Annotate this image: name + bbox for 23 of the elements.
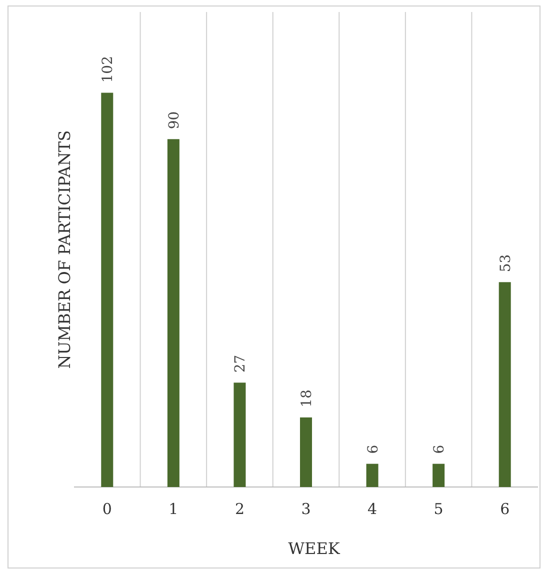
bar: [101, 92, 114, 487]
bar: [234, 382, 246, 487]
x-axis-title: WEEK: [288, 539, 341, 558]
data-label: 6: [432, 444, 448, 454]
bar: [366, 464, 378, 487]
data-label: 102: [100, 56, 116, 83]
bar: [432, 464, 445, 487]
x-tick-label: 3: [301, 500, 311, 518]
x-tick-label: 0: [102, 500, 112, 518]
data-label: 27: [232, 354, 249, 373]
bar: [167, 139, 180, 487]
data-label: 53: [498, 254, 514, 272]
x-tick-label: 6: [500, 500, 510, 518]
bar: [498, 282, 511, 487]
y-axis-title: NUMBER OF PARTICIPANTS: [55, 130, 74, 369]
x-tick-label: 4: [368, 500, 378, 518]
data-label: 6: [365, 444, 382, 454]
x-tick-label: 1: [168, 500, 178, 518]
x-tick-label: 2: [234, 500, 244, 518]
data-label: 90: [166, 111, 182, 130]
x-tick-label: 5: [434, 500, 444, 518]
data-label: 18: [299, 390, 315, 408]
bar: [300, 417, 312, 487]
